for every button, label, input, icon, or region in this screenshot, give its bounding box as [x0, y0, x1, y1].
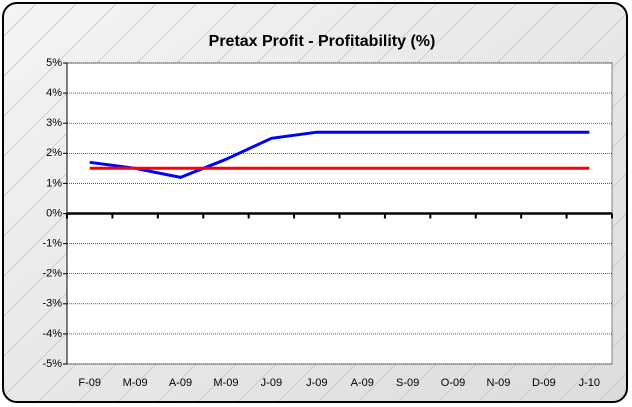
x-tick-label: A-09: [351, 377, 374, 389]
x-tick-label: M-09: [213, 377, 238, 389]
x-tick-label: O-09: [441, 377, 465, 389]
y-tick-label: -1%: [42, 238, 62, 250]
y-tick-label: -4%: [42, 328, 62, 340]
y-tick-label: 2%: [46, 147, 62, 159]
x-tick-label: J-10: [579, 377, 600, 389]
y-tick-label: 1%: [46, 177, 62, 189]
y-tick-label: 0%: [46, 207, 62, 219]
x-tick-label: J-09: [306, 377, 327, 389]
y-tick-label: -5%: [42, 358, 62, 370]
x-tick-label: A-09: [169, 377, 192, 389]
x-tick-label: M-09: [123, 377, 148, 389]
y-tick-label: 5%: [46, 57, 62, 69]
y-tick-label: -3%: [42, 298, 62, 310]
series-line: [89, 130, 590, 179]
x-tick-label: S-09: [396, 377, 419, 389]
chart-frame: [2, 2, 628, 403]
x-tick-label: N-09: [487, 377, 511, 389]
x-tick-label: F-09: [78, 377, 101, 389]
y-tick-label: -2%: [42, 268, 62, 280]
x-tick-label: J-09: [261, 377, 282, 389]
y-tick-label: 3%: [46, 117, 62, 129]
x-tick-label: D-09: [532, 377, 556, 389]
chart-title: Pretax Profit - Profitability (%): [209, 33, 436, 50]
y-tick-label: 4%: [46, 87, 62, 99]
